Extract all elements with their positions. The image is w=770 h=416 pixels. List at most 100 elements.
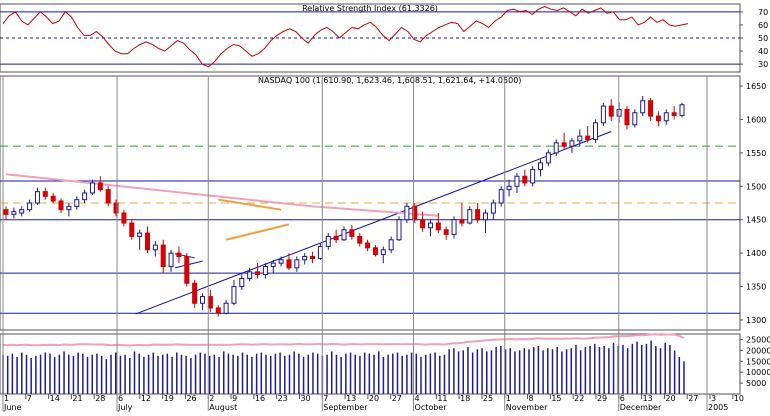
candle [506, 179, 512, 197]
month-label: June [3, 403, 22, 412]
day-tick-label: 10 [734, 394, 744, 403]
candle-body [671, 112, 677, 116]
candle [325, 233, 331, 250]
candle-body [121, 212, 127, 224]
price-candles [3, 96, 685, 317]
candle-body [640, 100, 646, 114]
candle-body [231, 286, 237, 304]
day-tick-label: 23 [278, 394, 288, 403]
day-tick-label: 6 [620, 394, 625, 403]
rsi-line [2, 6, 689, 68]
candle-body [467, 209, 473, 224]
day-tick-label: 13 [346, 394, 356, 403]
candle-body [89, 182, 95, 194]
candle [34, 187, 40, 206]
candle [553, 139, 559, 157]
candle-body [372, 247, 378, 255]
candle [427, 219, 433, 237]
volume-panel: 5000 10000 15000 20000 25000 [0, 333, 770, 395]
candle-body [593, 122, 599, 140]
candle [522, 169, 528, 187]
candle-body [380, 249, 386, 255]
volume-tick-label: 10000 [746, 368, 770, 377]
rsi-tick-label: 50 [758, 34, 768, 43]
candle [380, 246, 386, 264]
candle-body [325, 235, 331, 247]
candle-body [412, 205, 418, 221]
candle-body [286, 259, 292, 269]
candle [632, 109, 638, 128]
candle-body [82, 192, 88, 201]
candle-body [19, 209, 25, 214]
rsi-panel: 30 40 50 60 70 Relative Strength Index (61.3… [0, 3, 768, 73]
candle [357, 233, 363, 247]
candle-body [333, 235, 339, 241]
day-tick-label: 19 [164, 394, 174, 403]
day-tick-label: 9 [232, 394, 237, 403]
candle [372, 245, 378, 257]
candle-body [310, 255, 316, 259]
candle [129, 219, 135, 240]
candle [239, 273, 245, 290]
month-label: 2005 [708, 403, 728, 412]
candle [333, 229, 339, 244]
candle [490, 199, 496, 220]
candle-body [490, 202, 496, 214]
day-tick-label: 2 [209, 394, 214, 403]
rsi-tick-label: 70 [758, 8, 768, 17]
candle-body [113, 202, 119, 214]
price-tick-label: 1400 [746, 249, 766, 258]
day-tick-label: 26 [186, 394, 196, 403]
price-tick-label: 1600 [746, 115, 766, 124]
candle [404, 203, 410, 224]
candle-body [255, 271, 261, 276]
candle-body [66, 205, 72, 211]
candle [341, 226, 347, 242]
candle [294, 256, 300, 272]
candle-body [3, 209, 9, 215]
candle [302, 253, 308, 265]
candle-body [396, 219, 402, 241]
price-tick-label: 1650 [746, 82, 766, 91]
month-label: August [209, 403, 237, 412]
candle-body [561, 142, 567, 147]
candle [97, 176, 103, 192]
candle-body [514, 175, 520, 187]
candle-body [247, 271, 253, 280]
month-label: September [323, 403, 368, 412]
date-axis: 1 7 14 21 28 6 12 19 26 2 9 16 23 30 7 13 20 27 4 11 18 25 1 8 1… [2, 76, 744, 412]
day-tick-label: 11 [437, 394, 447, 403]
price-title: NASDAQ 100 (1,610.90, 1,623.46, 1,608.51… [258, 76, 521, 85]
candle-body [679, 104, 685, 116]
candle [349, 225, 355, 240]
candle-body [388, 239, 394, 251]
candle-body [11, 211, 17, 215]
rsi-title: Relative Strength Index (61.3326) [302, 4, 438, 13]
candle-body [137, 232, 143, 237]
candle [278, 256, 284, 267]
price-trendline [225, 223, 290, 241]
candle [569, 138, 575, 153]
candle-body [663, 112, 669, 122]
candle [498, 186, 504, 207]
candle [663, 109, 669, 125]
candle [121, 209, 127, 227]
price-trendline [135, 131, 612, 315]
month-label: November [506, 403, 548, 412]
candle-body [129, 222, 135, 237]
candle [144, 226, 150, 254]
price-y-axis: 1300 1350 1400 1450 1500 1550 1600 1650 [740, 82, 766, 325]
price-frame [0, 75, 741, 331]
candle-body [451, 219, 457, 235]
candle-body [302, 255, 308, 261]
candle-body [530, 169, 536, 184]
candle-body [482, 212, 488, 221]
candle [310, 251, 316, 264]
day-tick-label: 14 [50, 394, 60, 403]
candle-body [278, 259, 284, 264]
rsi-tick-label: 40 [758, 47, 768, 56]
day-tick-label: 7 [323, 394, 328, 403]
price-tick-label: 1550 [746, 149, 766, 158]
month-label: October [415, 403, 448, 412]
